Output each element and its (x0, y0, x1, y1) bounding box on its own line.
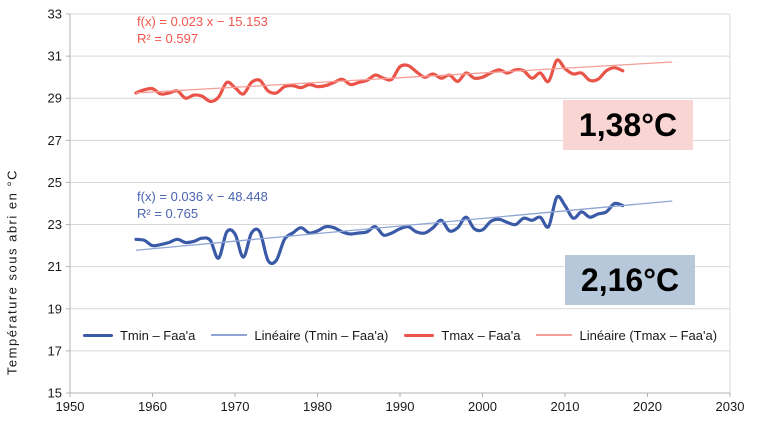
y-tick-label: 27 (48, 133, 62, 148)
tmin-warming-annotation: 2,16°C (565, 255, 695, 305)
y-tick-label: 15 (48, 386, 62, 401)
y-tick-label: 19 (48, 301, 62, 316)
x-tick-label: 1960 (138, 399, 167, 414)
tmin-trendline (135, 200, 673, 251)
legend-label-tmax: Tmax – Faa'a (441, 327, 521, 343)
legend-item-tmin-linear: Linéaire (Tmin – Faa'a) (211, 328, 388, 343)
legend-label-tmax-linear: Linéaire (Tmax – Faa'a) (579, 327, 718, 343)
y-tick-label: 21 (48, 259, 62, 274)
y-tick-label: 23 (48, 217, 62, 232)
x-tick-label: 2000 (468, 399, 497, 414)
x-tick-label: 1970 (221, 399, 250, 414)
legend-item-tmax: Tmax – Faa'a (404, 328, 520, 343)
x-tick-label: 1950 (56, 399, 85, 414)
y-tick-label: 25 (48, 175, 62, 190)
tmin-trendline-sample (211, 334, 248, 336)
tmin-line-sample (82, 333, 113, 337)
tmax-warming-annotation: 1,38°C (563, 100, 693, 150)
y-axis-title: Température sous abri en °C (4, 168, 20, 376)
x-tick-label: 1980 (303, 399, 332, 414)
y-tick-label: 17 (48, 343, 62, 358)
legend-item-tmax-linear: Linéaire (Tmax – Faa'a) (536, 328, 717, 343)
tmax-trendline-sample (536, 334, 573, 336)
tmin-equation-r-squared: R² = 0.765 (137, 206, 199, 221)
y-tick-label: 29 (48, 91, 62, 106)
legend-label-tmin-linear: Linéaire (Tmin – Faa'a) (254, 327, 389, 343)
y-tick-label: 31 (48, 49, 62, 64)
tmin-equation-formula: f(x) = 0.036 x − 48.448 (137, 189, 268, 204)
legend-item-tmin: Tmin – Faa'a (82, 327, 196, 343)
tmin-curve (134, 194, 625, 266)
tmax-curve (134, 58, 625, 104)
tmax-equation-formula: f(x) = 0.023 x − 15.153 (137, 14, 268, 29)
tmax-equation-r-squared: R² = 0.597 (137, 31, 199, 46)
tmax-trendline (135, 61, 673, 94)
tmax-line-sample (404, 333, 435, 337)
tmax-regression-equation: f(x) = 0.023 x − 15.153 R² = 0.597 (137, 13, 268, 47)
x-tick-label: 1990 (386, 399, 415, 414)
chart-legend: Tmin – Faa'a Linéaire (Tmin – Faa'a) Tma… (70, 326, 730, 344)
legend-label-tmin: Tmin – Faa'a (119, 327, 196, 343)
x-tick-label: 2010 (551, 399, 580, 414)
tmin-regression-equation: f(x) = 0.036 x − 48.448 R² = 0.765 (137, 188, 268, 222)
x-tick-label: 2030 (716, 399, 745, 414)
y-tick-label: 33 (48, 7, 62, 22)
x-tick-label: 2020 (633, 399, 662, 414)
